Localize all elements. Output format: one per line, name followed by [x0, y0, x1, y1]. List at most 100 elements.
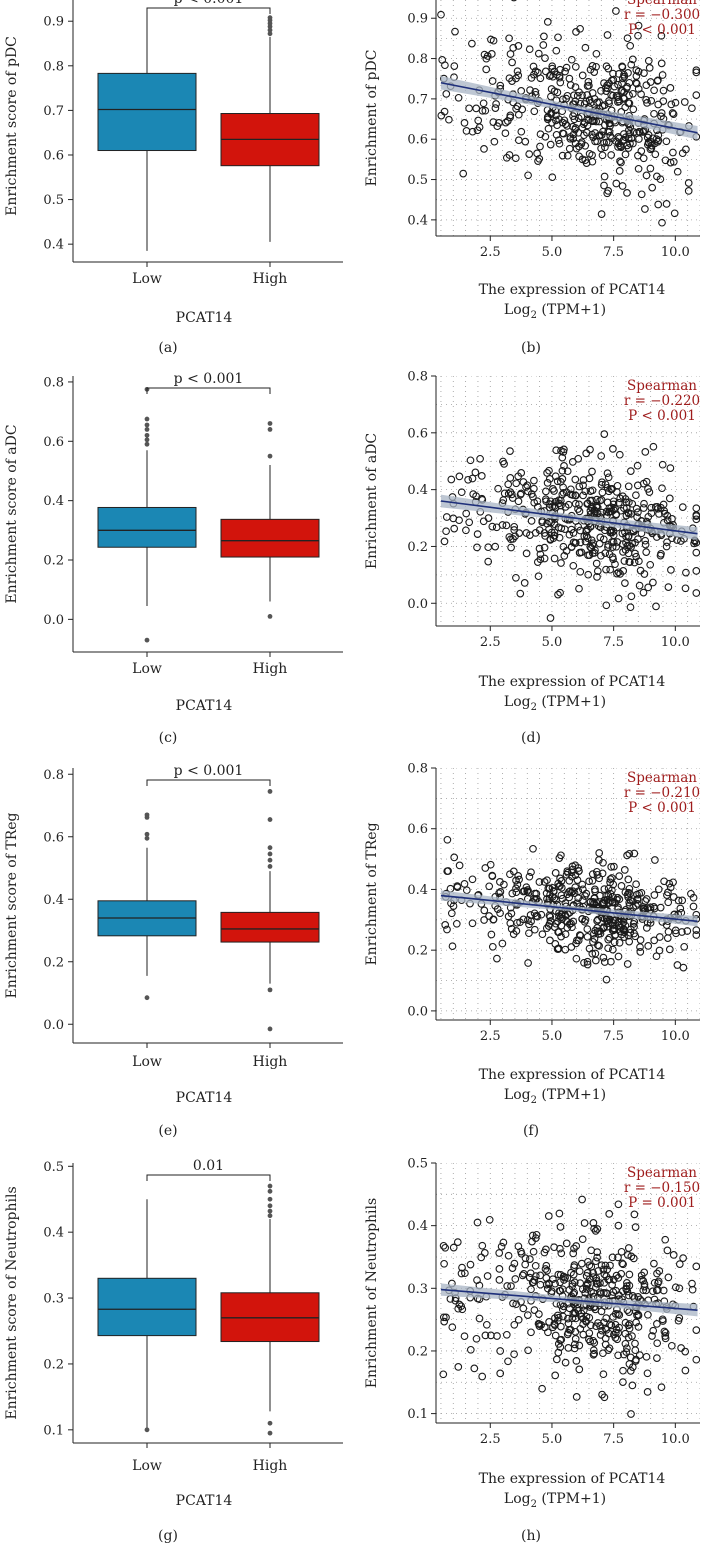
data-point — [464, 475, 472, 484]
data-point — [619, 1350, 628, 1359]
data-point — [518, 105, 527, 114]
data-point — [661, 1334, 670, 1343]
data-point — [572, 28, 580, 36]
data-point — [561, 912, 570, 920]
data-point — [542, 487, 550, 496]
data-point — [572, 1393, 581, 1401]
data-point — [601, 1261, 610, 1270]
data-point — [477, 1253, 486, 1262]
data-point — [610, 862, 618, 871]
units-log: Log — [504, 1491, 531, 1507]
data-point — [460, 880, 469, 888]
y-tick-label: 0.5 — [43, 193, 64, 208]
data-point — [468, 919, 477, 928]
data-point — [629, 897, 637, 906]
data-point — [650, 936, 659, 945]
outlier-point — [267, 789, 273, 794]
data-point — [488, 522, 497, 531]
data-point — [564, 1319, 573, 1328]
y-tick-label: 0.4 — [43, 494, 64, 509]
outlier-point — [144, 432, 150, 438]
outlier-point — [267, 864, 273, 869]
data-point — [689, 902, 698, 911]
data-point — [614, 80, 622, 89]
data-point — [678, 896, 687, 905]
data-point — [622, 511, 631, 520]
data-point — [607, 151, 616, 159]
data-point — [598, 151, 607, 160]
data-point — [599, 1265, 608, 1274]
data-point — [552, 446, 561, 455]
outlier-point — [267, 851, 273, 857]
x-tick-label: 10.0 — [661, 635, 690, 650]
data-point — [614, 1351, 622, 1360]
data-point — [590, 549, 599, 557]
data-point — [543, 469, 551, 477]
data-point — [688, 1285, 697, 1294]
data-point — [621, 133, 630, 142]
x-tick-label-low: Low — [132, 271, 162, 287]
y-tick-label: 0.6 — [407, 822, 428, 837]
data-point — [563, 890, 572, 899]
data-point — [515, 875, 523, 884]
data-point — [516, 589, 525, 598]
data-point — [657, 112, 665, 121]
data-point — [650, 109, 658, 118]
significance-bracket — [146, 7, 271, 14]
y-tick-label: 0.6 — [407, 426, 428, 441]
data-point — [572, 954, 581, 963]
data-point — [525, 45, 534, 54]
data-point — [582, 889, 591, 898]
data-point — [604, 64, 613, 73]
data-point — [657, 503, 665, 512]
data-point — [468, 474, 477, 483]
outlier-point — [267, 857, 273, 863]
data-point — [557, 524, 566, 533]
data-point — [574, 505, 582, 513]
data-point — [525, 929, 533, 938]
data-point — [578, 1195, 586, 1204]
data-point — [482, 65, 491, 74]
data-point — [485, 1215, 494, 1224]
data-point — [605, 1210, 614, 1218]
data-point — [692, 515, 700, 524]
data-point — [601, 1334, 610, 1343]
data-point — [604, 944, 612, 953]
data-point — [625, 1360, 634, 1368]
data-point — [623, 141, 632, 150]
x-tick-label: 2.5 — [480, 1432, 501, 1447]
data-point — [519, 1269, 528, 1278]
x-axis-label-units: Log2 (TPM+1) — [504, 1491, 606, 1510]
data-point — [666, 158, 675, 167]
data-point — [602, 975, 611, 984]
regression-line — [440, 500, 698, 535]
data-point — [558, 129, 567, 138]
data-point — [586, 445, 594, 454]
data-point — [597, 480, 606, 489]
data-point — [593, 1225, 602, 1233]
data-point — [640, 499, 648, 508]
data-point — [505, 34, 513, 43]
data-point — [558, 151, 567, 160]
data-point — [692, 1326, 700, 1334]
data-point — [642, 81, 651, 90]
outlier-point — [267, 31, 273, 37]
data-point — [621, 150, 630, 159]
data-point — [531, 889, 539, 898]
data-point — [522, 529, 531, 537]
data-point — [656, 903, 665, 912]
data-point — [440, 1259, 448, 1268]
data-point — [601, 1324, 610, 1333]
data-point — [540, 554, 549, 563]
data-point — [669, 893, 678, 901]
data-point — [624, 875, 633, 884]
data-point — [455, 516, 463, 525]
x-tick-label: 5.0 — [542, 245, 563, 260]
data-point — [578, 71, 587, 80]
data-point — [692, 68, 700, 77]
data-point — [540, 543, 549, 552]
data-point — [541, 67, 550, 76]
data-point — [603, 469, 612, 478]
boxplot-panel-a: 0.4 0.5 0.6 0.7 0.8 0.9 Enrichment score of pD… — [4, 0, 343, 356]
data-point — [669, 110, 678, 118]
